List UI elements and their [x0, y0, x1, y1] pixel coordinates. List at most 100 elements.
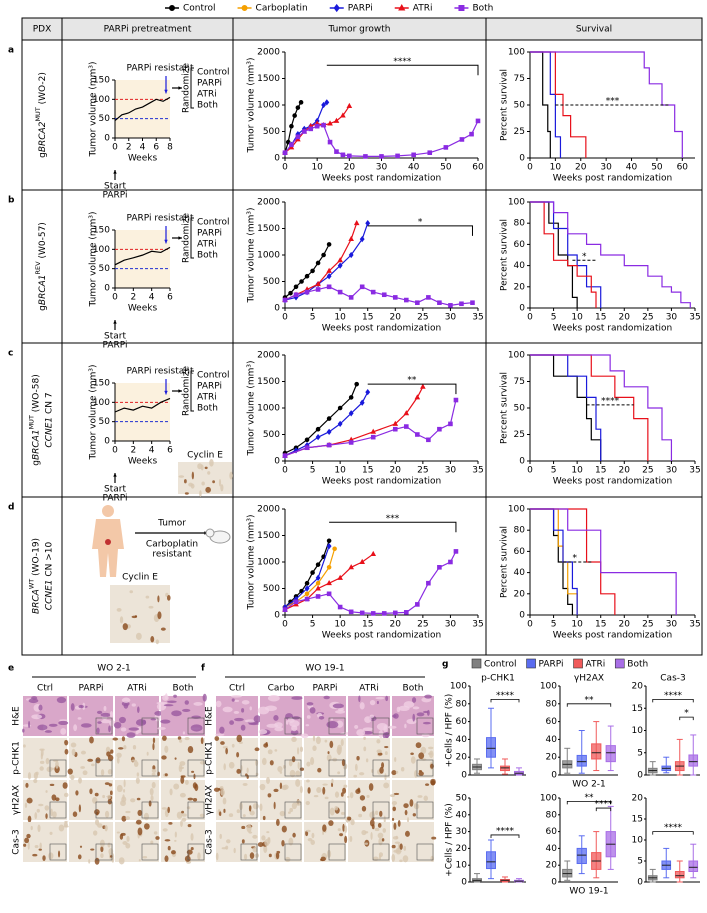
- histology-texture: [427, 746, 434, 750]
- y-tick-label: 500: [263, 584, 280, 594]
- histology-texture: [135, 632, 142, 640]
- x-axis-label: Weeks post randomization: [322, 174, 441, 184]
- histology-texture: [135, 777, 140, 784]
- significance-bracket: [652, 831, 694, 835]
- x-tick-label: 20: [619, 466, 631, 476]
- histology-texture: [409, 799, 414, 807]
- x-tick-label: 5: [310, 466, 316, 476]
- column-label: ATRi: [359, 684, 379, 694]
- histology-texture: [58, 824, 65, 832]
- histology-texture: [331, 778, 334, 784]
- histology-texture: [358, 813, 363, 818]
- box: [576, 847, 587, 865]
- marker: [420, 383, 426, 389]
- marker: [337, 257, 343, 263]
- histology-texture: [312, 745, 317, 752]
- histology-texture: [363, 746, 367, 752]
- histology-texture: [366, 794, 370, 798]
- histology-texture: [430, 763, 434, 769]
- histology-texture: [404, 809, 408, 816]
- y-tick-label: 0: [104, 284, 110, 294]
- x-tick-label: 6: [167, 446, 173, 456]
- histology-texture: [353, 774, 358, 778]
- survival-curve: [530, 201, 691, 308]
- histology-texture: [274, 749, 278, 752]
- histology-texture: [297, 761, 300, 769]
- inset-frame: [284, 717, 302, 735]
- pdx-label-part: (W0-57): [38, 222, 48, 261]
- histology-texture: [150, 718, 157, 721]
- histology-texture: [70, 774, 75, 781]
- histology-texture: [100, 712, 111, 717]
- y-tick-label: 150: [93, 76, 110, 86]
- histology-texture: [181, 810, 185, 814]
- histology-texture: [241, 825, 246, 830]
- histology-texture: [107, 794, 111, 800]
- histology-texture: [241, 839, 245, 844]
- marker: [370, 289, 376, 295]
- histology-texture: [255, 759, 259, 767]
- histology-texture: [418, 771, 424, 776]
- histology-texture: [152, 765, 156, 771]
- histology-texture: [310, 757, 315, 765]
- histology-texture: [337, 828, 341, 832]
- y-tick-label: 0: [551, 878, 557, 888]
- arrow-head: [164, 89, 168, 94]
- histology-texture: [344, 835, 348, 844]
- histology-texture: [110, 749, 114, 754]
- histology-texture: [164, 745, 169, 753]
- histology-texture: [42, 855, 46, 862]
- marker: [370, 611, 376, 616]
- pdx-label-part: MUT: [28, 415, 36, 429]
- marker: [282, 150, 288, 155]
- inset-frame: [187, 759, 205, 777]
- significance-label: ****: [393, 57, 412, 67]
- inset-frame: [372, 801, 390, 819]
- histology-texture: [423, 795, 429, 801]
- marker: [354, 381, 359, 387]
- histology-texture: [130, 798, 136, 803]
- significance-label: ****: [595, 800, 614, 810]
- arm-label: Control: [197, 371, 230, 381]
- histology-texture: [164, 693, 168, 700]
- histology-texture: [99, 839, 105, 848]
- marker: [293, 284, 299, 290]
- histology-texture: [259, 803, 263, 812]
- histology-texture: [299, 785, 303, 794]
- histology-texture: [376, 723, 388, 731]
- significance-label: ****: [496, 826, 515, 836]
- chart-title: p-CHK1: [481, 674, 515, 684]
- significance-bracket: [329, 521, 457, 533]
- pdx-label-part: REV: [34, 261, 42, 275]
- box: [674, 871, 685, 879]
- y-tick-label: 75: [514, 74, 525, 84]
- x-tick-label: 30: [445, 620, 457, 630]
- x-tick-label: 10: [334, 620, 346, 630]
- marker: [299, 588, 304, 594]
- marker: [315, 580, 321, 586]
- histology-texture: [155, 639, 159, 645]
- histology-texture: [306, 761, 311, 767]
- histology-texture: [287, 811, 291, 814]
- histology-texture: [71, 748, 76, 756]
- histology-texture: [384, 745, 389, 749]
- histology-texture: [142, 855, 148, 859]
- histology-texture: [236, 768, 242, 774]
- significance-bracket: [566, 800, 612, 805]
- histology-texture: [62, 782, 68, 789]
- histology-texture: [295, 779, 301, 787]
- histology-texture: [113, 721, 122, 729]
- histology-texture: [190, 483, 195, 489]
- survival-curve: [530, 51, 551, 158]
- marker: [282, 297, 288, 303]
- histology-texture: [121, 815, 127, 822]
- histology-texture: [369, 700, 376, 706]
- histology-texture: [215, 700, 222, 708]
- significance-label: **: [407, 376, 417, 386]
- histology-texture: [277, 765, 283, 772]
- y-tick-label: 150: [93, 226, 110, 236]
- x-tick-label: 30: [666, 620, 678, 630]
- histology-texture: [326, 754, 332, 762]
- histology-texture: [38, 848, 42, 851]
- resistant-label: Carboplatin: [146, 540, 198, 550]
